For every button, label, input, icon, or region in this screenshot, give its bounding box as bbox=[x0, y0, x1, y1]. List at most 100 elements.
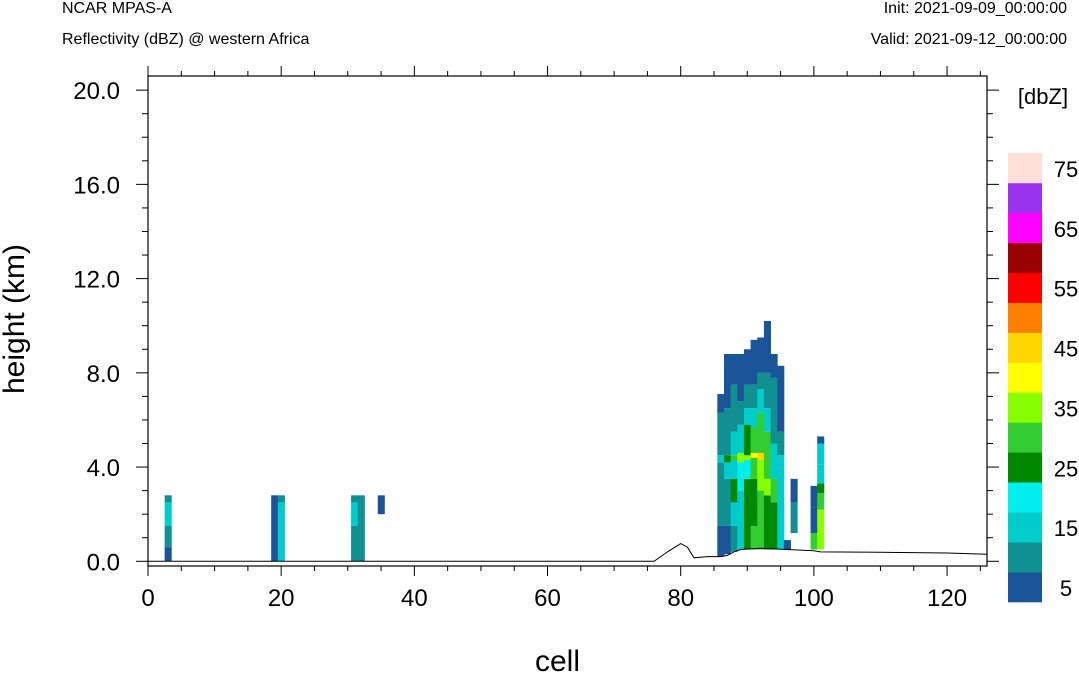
reflectivity-cell bbox=[351, 525, 359, 562]
reflectivity-cell bbox=[777, 365, 785, 432]
x-tick-label: 100 bbox=[794, 585, 834, 612]
y-axis-label: height (km) bbox=[0, 244, 31, 394]
x-axis-label: cell bbox=[535, 645, 580, 677]
y-tick-label: 0.0 bbox=[87, 549, 120, 576]
reflectivity-cell bbox=[777, 455, 785, 550]
reflectivity-cell bbox=[743, 455, 752, 460]
reflectivity-cell bbox=[164, 502, 172, 526]
reflectivity-cell bbox=[763, 321, 771, 373]
reflectivity-cell bbox=[810, 533, 818, 550]
reflectivity-cell bbox=[737, 353, 745, 402]
reflectivity-cell bbox=[763, 495, 771, 550]
reflectivity-cell bbox=[763, 478, 771, 496]
x-tick-label: 80 bbox=[667, 585, 694, 612]
reflectivity-cell bbox=[817, 492, 825, 510]
reflectivity-cell bbox=[737, 462, 745, 491]
reflectivity-cell bbox=[737, 401, 745, 425]
reflectivity-cell bbox=[277, 495, 285, 503]
reflectivity-cell bbox=[757, 452, 765, 460]
y-tick-label: 20.0 bbox=[73, 78, 120, 105]
reflectivity-cell bbox=[730, 502, 738, 526]
colorbar-swatch bbox=[1008, 542, 1042, 573]
reflectivity-cell bbox=[757, 389, 765, 413]
reflectivity-cell bbox=[770, 377, 778, 444]
colorbar-swatch bbox=[1008, 302, 1042, 333]
reflectivity-cell bbox=[730, 353, 738, 385]
reflectivity-cell bbox=[790, 502, 798, 534]
reflectivity-cell bbox=[717, 455, 725, 463]
reflectivity-cell bbox=[817, 464, 825, 484]
reflectivity-cell bbox=[757, 372, 765, 390]
reflectivity-cell bbox=[277, 502, 285, 562]
colorbar-label: 35 bbox=[1054, 396, 1078, 421]
reflectivity-cell bbox=[790, 478, 798, 503]
reflectivity-cell bbox=[770, 502, 778, 550]
colorbar-swatch bbox=[1008, 332, 1042, 363]
colorbar-swatch bbox=[1008, 153, 1042, 184]
reflectivity-cell bbox=[164, 547, 172, 562]
colorbar: 5 15 25 35 45 55 65 75 [dbZ] bbox=[1008, 84, 1078, 603]
x-tick-label: 0 bbox=[141, 585, 154, 612]
reflectivity-cell bbox=[164, 525, 172, 548]
reflectivity-cell bbox=[757, 412, 765, 453]
colorbar-swatch bbox=[1008, 452, 1042, 483]
colorbar-swatch bbox=[1008, 482, 1042, 513]
reflectivity-cell bbox=[377, 495, 385, 515]
colorbar-label: 25 bbox=[1054, 456, 1078, 481]
x-tick-label: 20 bbox=[268, 585, 295, 612]
reflectivity-cell bbox=[763, 408, 771, 432]
reflectivity-cell bbox=[750, 384, 758, 409]
colorbar-swatch bbox=[1008, 212, 1042, 244]
colorbar-label: 75 bbox=[1054, 157, 1078, 182]
reflectivity-cell bbox=[743, 478, 752, 550]
reflectivity-cell bbox=[817, 443, 825, 465]
reflectivity-cell bbox=[757, 337, 765, 373]
reflectivity-cell bbox=[730, 459, 738, 479]
reflectivity-cell bbox=[750, 452, 758, 458]
chart-subtitle: Reflectivity (dBZ) @ western Africa bbox=[62, 31, 310, 48]
colorbar-swatch bbox=[1008, 512, 1042, 543]
terrain-line bbox=[148, 543, 988, 562]
colorbar-swatch bbox=[1008, 272, 1042, 303]
reflectivity-cell bbox=[730, 431, 738, 456]
reflectivity-cell bbox=[723, 455, 732, 463]
colorbar-swatch bbox=[1008, 242, 1042, 274]
reflectivity-cell bbox=[730, 478, 738, 503]
reflectivity-cell bbox=[750, 478, 758, 526]
reflectivity-cell bbox=[763, 372, 771, 409]
reflectivity-cell bbox=[770, 478, 778, 503]
reflectivity-cell bbox=[743, 424, 752, 456]
reflectivity-cell bbox=[723, 478, 732, 526]
reflectivity-cell bbox=[817, 509, 825, 550]
reflectivity-cell bbox=[737, 424, 745, 453]
reflectivity-cell bbox=[271, 495, 279, 562]
colorbar-label: 15 bbox=[1054, 516, 1078, 541]
colorbar-title: [dbZ] bbox=[1018, 84, 1068, 109]
reflectivity-cell bbox=[717, 412, 725, 456]
reflectivity-cell bbox=[723, 462, 732, 479]
plot-frame bbox=[147, 75, 988, 567]
reflectivity-cell bbox=[717, 462, 725, 526]
y-tick-label: 4.0 bbox=[87, 455, 120, 482]
reflectivity-cell bbox=[810, 485, 818, 508]
colorbar-label: 45 bbox=[1054, 337, 1078, 362]
reflectivity-cell bbox=[717, 394, 725, 413]
reflectivity-cell bbox=[351, 495, 359, 503]
reflectivity-cell bbox=[763, 431, 771, 479]
reflectivity-cell bbox=[743, 349, 752, 385]
colorbar-swatch bbox=[1008, 422, 1042, 453]
x-tick-label: 60 bbox=[534, 585, 561, 612]
reflectivity-cell bbox=[750, 427, 758, 453]
reflectivity-cell bbox=[723, 353, 732, 409]
init-time: Init: 2021-09-09_00:00:00 bbox=[883, 0, 1067, 17]
reflectivity-cell bbox=[743, 408, 752, 425]
x-tick-label: 120 bbox=[927, 585, 967, 612]
valid-time: Valid: 2021-09-12_00:00:00 bbox=[870, 31, 1067, 48]
reflectivity-cell bbox=[750, 457, 758, 479]
colorbar-swatch bbox=[1008, 572, 1042, 603]
colorbar-label: 65 bbox=[1054, 217, 1078, 242]
reflectivity-cell bbox=[730, 525, 738, 552]
reflectivity-cell bbox=[737, 452, 745, 463]
reflectivity-cell bbox=[723, 525, 732, 555]
